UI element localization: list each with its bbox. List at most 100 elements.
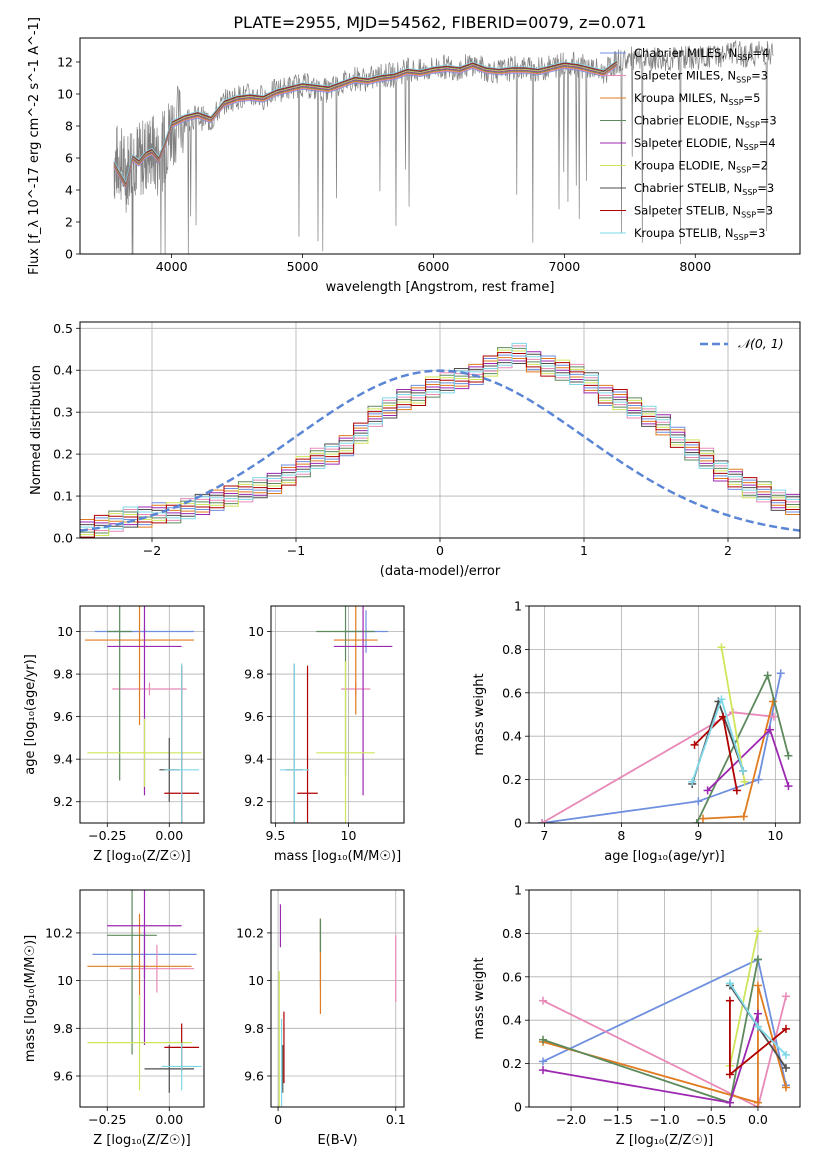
x-tick-label: 8 [617, 828, 625, 843]
y-tick-label: 0.5 [53, 321, 73, 336]
x-tick-label: 7 [540, 828, 548, 843]
axes-frame [79, 37, 801, 255]
y-tick-label: 10 [57, 87, 73, 102]
weight-line [542, 959, 759, 1104]
y-tick-label: 0.0 [53, 531, 73, 546]
x-axis-label: (data-model)/error [380, 564, 501, 579]
histogram-salpeter-stelib [80, 352, 800, 538]
x-tick-label: 10 [341, 828, 357, 843]
x-tick-label: −0.25 [88, 828, 126, 843]
y-axis-label: age [log₁₀(age/yr)] [23, 654, 38, 775]
y-axis-label: Flux [f_λ 10^-17 erg cm^-2 s^-1 A^-1] [27, 17, 42, 275]
panel-mass-vs-ebv: 0 0.1 9.6 9.8 10 10.2 E(B-V) [236, 889, 406, 1148]
x-tick-label: −2 [143, 543, 161, 558]
panel-spectrum: 4000 5000 6000 7000 8000 0 2 4 6 8 10 12 wavelength … [27, 17, 801, 295]
y-tick-label: 0.3 [53, 405, 73, 420]
x-axis-label: Z [log₁₀(Z/Z☉)] [616, 1133, 713, 1148]
axes-frame [79, 605, 205, 824]
panel-weight-vs-age: 7 8 9 10 0 0.2 0.4 0.6 0.8 1 age [log₁₀(age/yr)] ma… [472, 599, 801, 864]
x-axis-label: Z [log₁₀(Z/Z☉)] [93, 849, 190, 864]
y-tick-label: 9.6 [244, 1069, 264, 1084]
legend-entry: Kroupa MILES, NSSP=5 [634, 91, 760, 107]
spectrum-data-line [113, 40, 774, 254]
y-tick-label: 0.6 [502, 969, 522, 984]
legend-entry: Salpeter ELODIE, NSSP=4 [634, 136, 776, 152]
x-tick-label: −0.5 [696, 1112, 726, 1127]
gaussian-curve [80, 369, 800, 532]
x-tick-label: 7000 [548, 259, 580, 274]
y-tick-label: 2 [65, 215, 73, 230]
x-axis-label: E(B-V) [317, 1133, 357, 1148]
x-tick-label: 6000 [418, 259, 450, 274]
x-axis-label: mass [log₁₀(M/M☉)] [274, 849, 401, 864]
y-tick-label: 9.2 [53, 794, 73, 809]
x-axis-label: Z [log₁₀(Z/Z☉)] [93, 1133, 190, 1148]
y-tick-label: 10.2 [45, 925, 73, 940]
y-tick-label: 9.4 [53, 752, 73, 767]
y-tick-label: 10.2 [236, 925, 264, 940]
legend-entry: Salpeter STELIB, NSSP=3 [634, 204, 773, 220]
y-tick-label: 9.6 [244, 709, 264, 724]
x-tick-label: 0.1 [386, 1112, 406, 1127]
legend-entry: Kroupa ELODIE, NSSP=2 [634, 159, 768, 175]
legend-entry: Chabrier STELIB, NSSP=3 [634, 181, 774, 197]
y-tick-label: 9.8 [244, 667, 264, 682]
y-tick-label: 9.4 [244, 752, 264, 767]
y-tick-label: 4 [65, 183, 73, 198]
legend-entry: 𝒩(0, 1) [738, 336, 784, 351]
y-tick-label: 9.8 [244, 1021, 264, 1036]
y-tick-label: 9.2 [244, 794, 264, 809]
y-tick-label: 0.4 [502, 1013, 522, 1028]
weight-line [696, 672, 790, 823]
axes-frame [528, 889, 801, 1108]
x-tick-label: 4000 [156, 259, 188, 274]
y-tick-label: 9.8 [53, 667, 73, 682]
x-tick-label: 5000 [287, 259, 319, 274]
plot-area [539, 927, 790, 1107]
legend-entry: Salpeter MILES, NSSP=3 [634, 69, 768, 85]
y-tick-label: 10 [57, 624, 73, 639]
y-tick-label: 9.6 [53, 709, 73, 724]
x-tick-label: 1 [580, 543, 588, 558]
histogram-salpeter-miles [80, 345, 800, 538]
plot-area [279, 606, 393, 823]
plot-area [538, 643, 793, 823]
histogram-chabrier-miles [80, 354, 800, 538]
histogram-kroupa-stelib [80, 342, 800, 538]
spectrum-model-line [113, 59, 618, 184]
x-tick-label: 8000 [679, 259, 711, 274]
weight-line [542, 985, 787, 1104]
x-tick-label: −0.25 [88, 1112, 126, 1127]
y-tick-label: 0.1 [53, 489, 73, 504]
weight-line [729, 931, 759, 1066]
y-tick-label: 10 [57, 973, 73, 988]
y-tick-label: 9.8 [53, 1021, 73, 1036]
weight-line [720, 647, 746, 782]
histogram-salpeter-elodie [80, 351, 800, 538]
histogram-chabrier-stelib [80, 353, 800, 538]
y-axis-label: mass weight [472, 673, 487, 755]
y-tick-label: 0 [514, 1100, 522, 1115]
y-tick-label: 1 [514, 883, 522, 898]
panel-weight-vs-Z: −2.0 −1.5 −1.0 −0.5 0.0 0 0.2 0.4 0.6 0.8 1 Z [log₁… [472, 883, 801, 1148]
y-tick-label: 6 [65, 151, 73, 166]
y-tick-label: 0.2 [502, 772, 522, 787]
y-tick-label: 10 [248, 973, 264, 988]
plot-area [278, 904, 397, 1107]
figure-title: PLATE=2955, MJD=54562, FIBERID=0079, z=0… [233, 13, 646, 32]
x-tick-label: 2 [724, 543, 732, 558]
y-tick-label: 10 [248, 624, 264, 639]
y-tick-label: 0.4 [502, 729, 522, 744]
y-axis-label: Normed distribution [29, 365, 44, 495]
y-tick-label: 1 [514, 599, 522, 614]
plot-area [87, 890, 202, 1093]
y-tick-label: 0.8 [502, 642, 522, 657]
axes-frame [270, 889, 405, 1108]
histogram-kroupa-elodie [80, 349, 800, 538]
x-tick-label: 0.00 [155, 1112, 183, 1127]
x-tick-label: −1 [287, 543, 305, 558]
y-axis-label: mass [log₁₀(M/M☉)] [23, 935, 38, 1062]
x-tick-label: 0.00 [155, 828, 183, 843]
y-tick-label: 0.2 [502, 1056, 522, 1071]
